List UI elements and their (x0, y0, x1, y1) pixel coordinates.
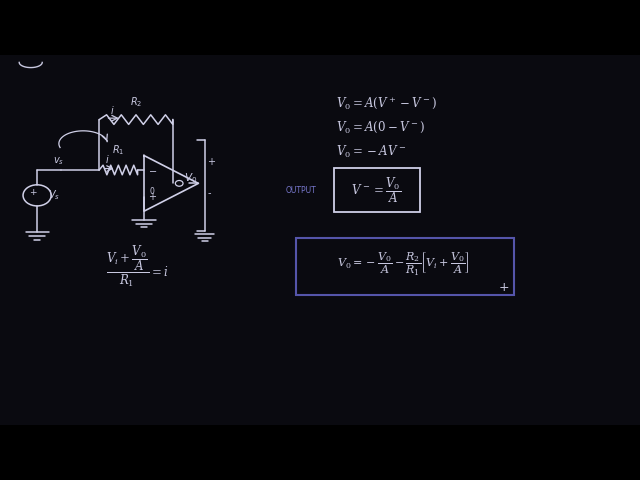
Text: $R_1$: $R_1$ (112, 143, 125, 156)
FancyBboxPatch shape (0, 425, 640, 480)
Text: $V^- = \dfrac{V_0}{A}$: $V^- = \dfrac{V_0}{A}$ (351, 176, 401, 205)
Text: $0$: $0$ (149, 185, 156, 196)
Text: +: + (499, 280, 509, 294)
Text: $v_s$: $v_s$ (53, 156, 64, 167)
Text: $R_2$: $R_2$ (130, 95, 142, 109)
Text: $V_0$: $V_0$ (184, 171, 198, 184)
FancyBboxPatch shape (334, 168, 420, 212)
Text: $V_s$: $V_s$ (48, 189, 60, 202)
Text: $-$: $-$ (148, 165, 157, 175)
Text: $V_0 = -\dfrac{V_0}{A} - \dfrac{R_2}{R_1}\left[V_i + \dfrac{V_0}{A}\right]$: $V_0 = -\dfrac{V_0}{A} - \dfrac{R_2}{R_1… (337, 252, 470, 278)
Text: +: + (207, 157, 216, 167)
Text: +: + (29, 188, 37, 197)
Text: $+$: $+$ (148, 191, 157, 202)
Text: $V_0 = -AV^-$: $V_0 = -AV^-$ (336, 144, 406, 160)
Text: $V_0 = A(V^+ - V^-)$: $V_0 = A(V^+ - V^-)$ (336, 96, 437, 111)
Text: $i$: $i$ (109, 104, 115, 116)
FancyBboxPatch shape (0, 0, 640, 55)
FancyBboxPatch shape (296, 238, 514, 295)
Text: OUTPUT: OUTPUT (286, 186, 317, 195)
Text: $i$: $i$ (105, 154, 110, 166)
Text: $V_0 = A(0 - V^-)$: $V_0 = A(0 - V^-)$ (336, 120, 425, 135)
Text: $\dfrac{V_i + \dfrac{V_0}{A}}{R_1} = i$: $\dfrac{V_i + \dfrac{V_0}{A}}{R_1} = i$ (106, 244, 169, 289)
Text: -: - (207, 188, 211, 198)
